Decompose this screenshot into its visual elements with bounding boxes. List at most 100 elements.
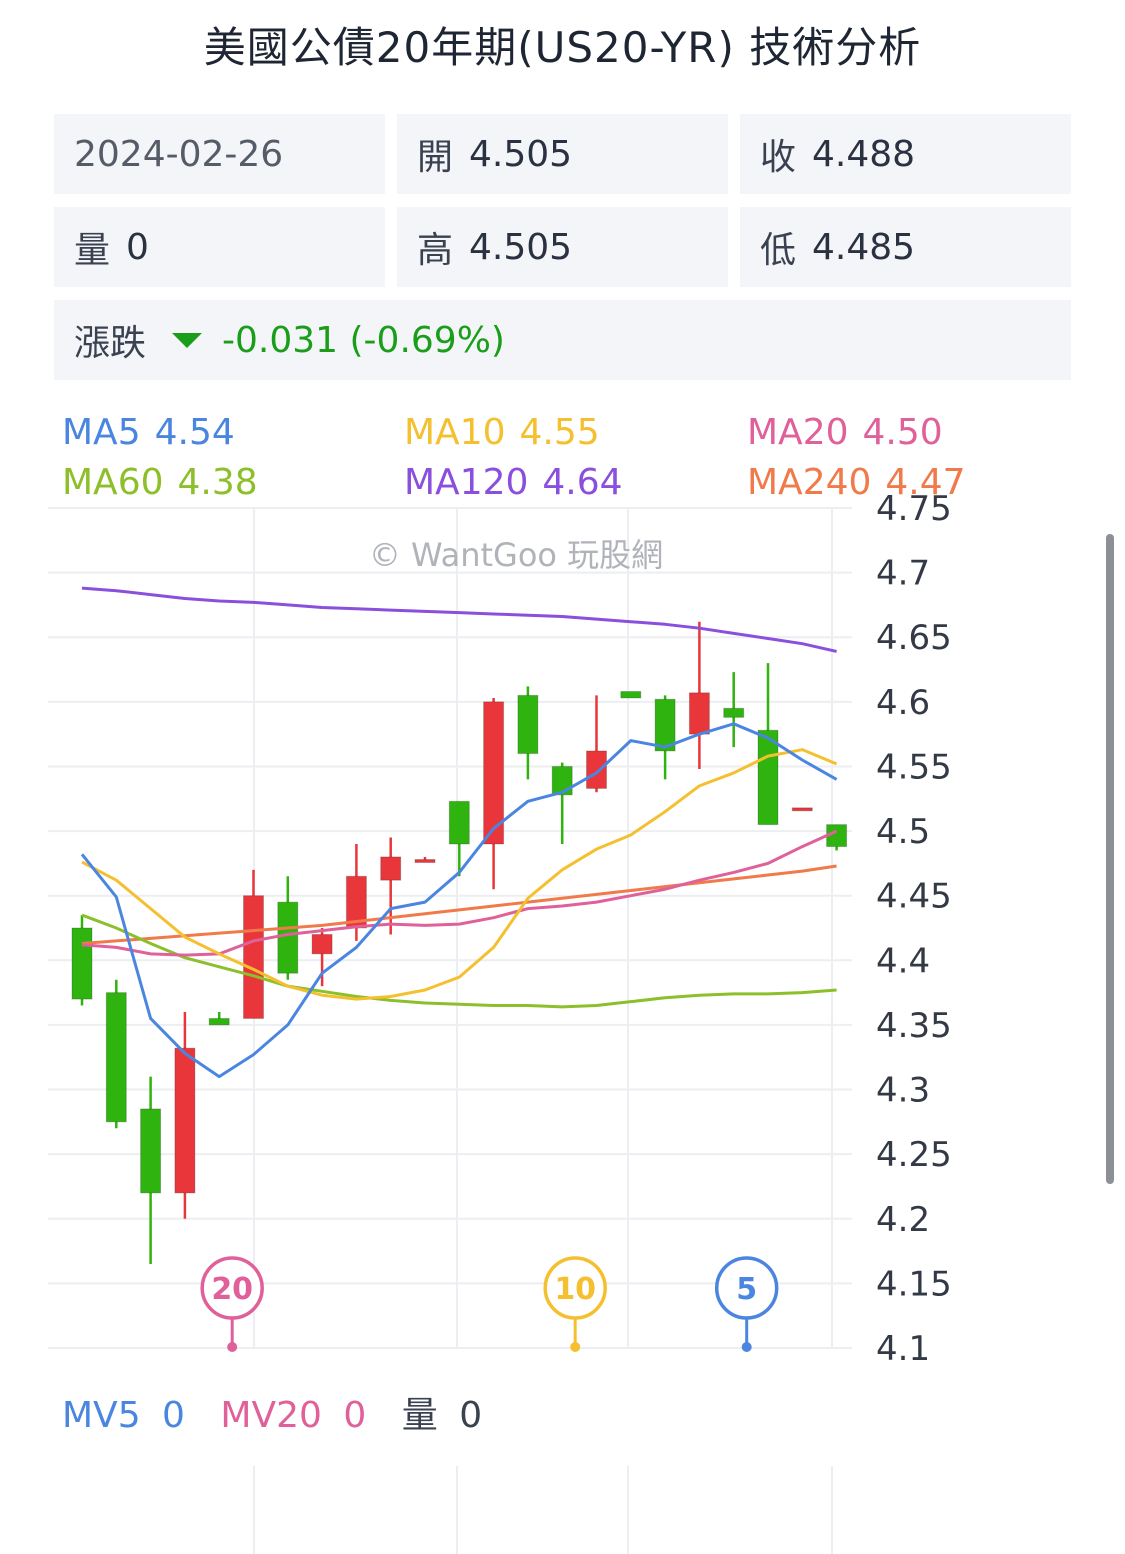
- ma10-label: MA10: [404, 412, 506, 453]
- candle-body: [414, 859, 436, 864]
- ma-line-ma5: [80, 722, 838, 1079]
- mv20-value: 0: [343, 1395, 367, 1436]
- ma-marker-5: 5: [714, 1256, 779, 1352]
- candle: [483, 697, 505, 890]
- candle-body: [448, 800, 470, 845]
- candle: [277, 876, 299, 980]
- ma-marker-circle: [200, 1256, 264, 1320]
- volume-legend: MV5 0 MV20 0 量 0: [62, 1386, 482, 1438]
- low-label: 低: [760, 230, 797, 271]
- ma-line-ma20: [81, 829, 838, 957]
- candle-body: [688, 692, 710, 735]
- y-tick-label: 4.5: [876, 812, 930, 852]
- candle: [311, 928, 333, 987]
- quote-change-cell: 漲跌 -0.031 (-0.69%): [54, 300, 1071, 380]
- candle-body: [586, 750, 607, 789]
- candle-body: [243, 895, 264, 1019]
- quote-open-cell: 開 4.505: [397, 114, 728, 194]
- candle: [208, 1012, 230, 1026]
- candle-body: [345, 875, 367, 929]
- volume-label: 量: [74, 230, 111, 271]
- ma-marker-dot: [741, 1342, 752, 1352]
- ma-line-ma60: [81, 913, 837, 1009]
- candle-body: [277, 901, 299, 974]
- candle: [140, 1076, 162, 1264]
- candle: [71, 915, 93, 1006]
- candle-body: [551, 765, 573, 796]
- candle: [345, 844, 367, 941]
- change-value: -0.031 (-0.69%): [222, 319, 505, 361]
- candle: [586, 695, 607, 793]
- candle: [380, 837, 402, 935]
- ma-lines: [80, 586, 838, 1079]
- ma-marker-label: 20: [211, 1272, 253, 1307]
- open-label: 開: [417, 137, 454, 178]
- ma120-legend: MA120 4.64: [404, 462, 623, 503]
- y-tick-label: 4.25: [876, 1135, 952, 1175]
- ma-marker-20: 20: [200, 1256, 264, 1352]
- scrollbar[interactable]: [1106, 534, 1114, 1184]
- y-tick-label: 4.55: [876, 747, 952, 787]
- candle-body: [826, 824, 848, 848]
- quote-date: 2024-02-26: [74, 133, 284, 175]
- candle-body: [311, 933, 333, 955]
- candle: [654, 695, 676, 780]
- ma240-legend: MA240 4.47: [747, 462, 966, 503]
- ma20-label: MA20: [747, 412, 849, 453]
- ma-marker-dot: [570, 1342, 581, 1352]
- y-tick-label: 4.6: [876, 683, 930, 723]
- y-tick-label: 4.45: [876, 877, 952, 917]
- candle: [243, 869, 264, 1019]
- mv5-label: MV5: [62, 1395, 141, 1436]
- close-label: 收: [760, 137, 797, 178]
- vol-label: 量: [401, 1395, 438, 1436]
- mv5-value: 0: [162, 1395, 185, 1436]
- ma240-value: 4.47: [885, 462, 966, 503]
- page-title: 美國公債20年期(US20-YR) 技術分析: [203, 23, 922, 72]
- ma-line-ma120: [81, 586, 837, 653]
- quote-low-cell: 低 4.485: [740, 207, 1071, 287]
- candle: [688, 621, 710, 770]
- ma-marker-circle: [543, 1256, 607, 1320]
- quote-close-cell: 收 4.488: [740, 114, 1071, 194]
- candle-body: [105, 992, 127, 1123]
- high-value: 4.505: [469, 226, 573, 268]
- candle-body: [757, 729, 779, 826]
- ma-marker-label: 10: [554, 1272, 596, 1307]
- y-tick-label: 4.3: [876, 1071, 930, 1111]
- candle: [414, 856, 436, 864]
- ma60-legend: MA60 4.38: [62, 462, 258, 503]
- ma60-label: MA60: [62, 462, 164, 503]
- y-tick-label: 4.2: [876, 1200, 930, 1240]
- ma-markers: 20 10 5: [200, 1256, 779, 1352]
- vol-value: 0: [459, 1395, 483, 1436]
- candle-body: [71, 927, 93, 1000]
- y-axis: 4.754.74.654.64.554.54.454.44.354.34.254…: [876, 489, 952, 1369]
- y-tick-label: 4.65: [876, 618, 952, 658]
- candle-body: [723, 707, 745, 718]
- candle: [826, 824, 848, 851]
- ma-marker-label: 5: [736, 1272, 757, 1307]
- candle-body: [380, 856, 402, 881]
- ma10-value: 4.55: [519, 412, 600, 453]
- candle: [723, 672, 745, 748]
- ma60-value: 4.38: [177, 462, 258, 503]
- close-value: 4.488: [812, 133, 916, 175]
- ma10-legend: MA10 4.55: [404, 412, 600, 453]
- quote-volume-cell: 量 0: [54, 207, 385, 287]
- change-label: 漲跌: [74, 323, 147, 364]
- ma-marker-10: 10: [543, 1256, 607, 1352]
- ma-marker-dot: [227, 1342, 238, 1352]
- y-tick-label: 4.4: [876, 941, 930, 981]
- ma5-label: MA5: [62, 412, 141, 453]
- candle: [791, 807, 813, 812]
- y-tick-label: 4.35: [876, 1006, 952, 1046]
- candle-body: [483, 701, 505, 845]
- candles: [71, 621, 848, 1264]
- low-value: 4.485: [812, 226, 916, 268]
- ma5-legend: MA5 4.54: [62, 412, 235, 453]
- ma5-value: 4.54: [154, 412, 235, 453]
- ma-line-ma240: [81, 864, 837, 946]
- watermark: © WantGoo 玩股網: [369, 536, 663, 574]
- candle: [105, 979, 127, 1129]
